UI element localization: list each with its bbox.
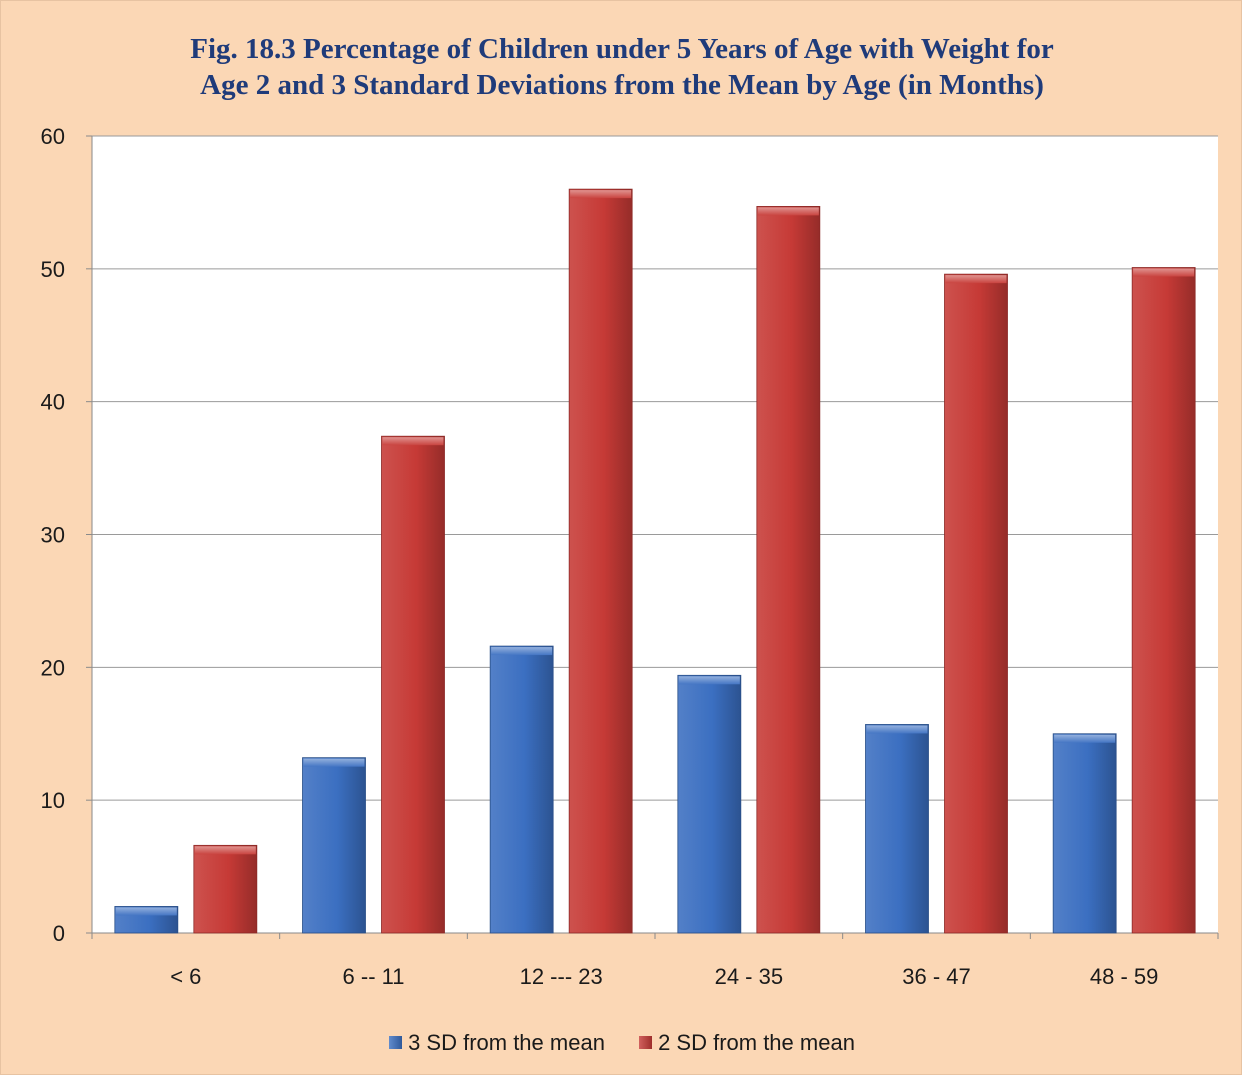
legend: 3 SD from the mean 2 SD from the mean [1, 1029, 1242, 1056]
bar-chart: 0 10 20 30 40 50 60 < 6 6 -- 11 12 --- 23 24 - 35… [41, 124, 1219, 989]
legend-item-3sd: 3 SD from the mean [389, 1030, 605, 1056]
bar-cap [1054, 734, 1116, 743]
bar-2sd [756, 206, 821, 934]
bar-2sd [1131, 267, 1196, 934]
y-tick-label: 50 [41, 257, 65, 282]
bar-cap [678, 676, 740, 685]
bars [114, 188, 1196, 934]
y-tick-label: 40 [41, 390, 65, 415]
y-axis: 0 10 20 30 40 50 60 [41, 124, 65, 946]
y-tick-label: 0 [53, 921, 65, 946]
y-tick-label: 20 [41, 655, 65, 680]
chart-title-line-1: Fig. 18.3 Percentage of Children under 5… [190, 33, 1054, 65]
y-tick-label: 30 [41, 523, 65, 548]
x-tick-label: 6 -- 11 [343, 964, 405, 989]
x-tick-label: < 6 [170, 964, 201, 989]
x-axis: < 6 6 -- 11 12 --- 23 24 - 35 36 - 47 48 - 59 [170, 964, 1158, 989]
y-tick-label: 10 [41, 788, 65, 813]
bar-cap [757, 207, 819, 216]
bar-2sd [568, 188, 633, 934]
legend-swatch-blue [389, 1036, 403, 1049]
chart-title: Fig. 18.3 Percentage of Children under 5… [1, 31, 1242, 103]
bar-cap [1133, 268, 1195, 277]
bar-2sd [193, 844, 258, 934]
bar-cap [115, 907, 177, 916]
legend-label-3sd: 3 SD from the mean [408, 1029, 605, 1055]
bar-3sd [302, 757, 366, 934]
bar-cap [303, 758, 365, 767]
y-tick-label: 60 [41, 124, 65, 149]
bar-3sd [677, 674, 742, 934]
bar-cap [491, 647, 553, 656]
bar-cap [866, 725, 928, 734]
x-tick-label: 48 - 59 [1090, 964, 1159, 989]
bar-cap [194, 846, 256, 855]
bar-2sd [944, 273, 1008, 934]
bar-cap [945, 275, 1007, 284]
bar-3sd [865, 724, 929, 934]
x-tick-label: 12 --- 23 [520, 964, 603, 989]
bar-cap [382, 437, 444, 446]
bar-2sd [381, 435, 445, 934]
x-tick-label: 24 - 35 [715, 964, 784, 989]
legend-label-2sd: 2 SD from the mean [658, 1029, 855, 1055]
bar-3sd [489, 645, 554, 934]
bar-cap [570, 190, 632, 199]
chart-title-line-2: Age 2 and 3 Standard Deviations from the… [200, 69, 1044, 101]
x-tick-label: 36 - 47 [902, 964, 971, 989]
bar-3sd [1052, 733, 1117, 934]
gridlines [86, 135, 1219, 939]
legend-swatch-red [639, 1036, 653, 1049]
legend-item-2sd: 2 SD from the mean [639, 1030, 855, 1056]
